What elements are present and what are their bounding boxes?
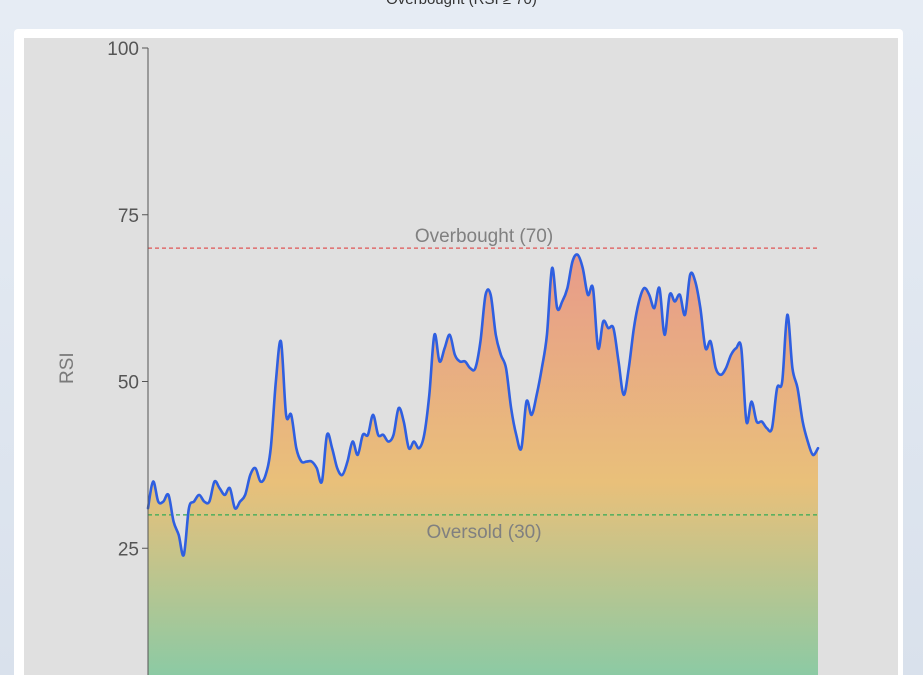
y-tick-label-50: 50 [118, 373, 139, 394]
rsi-line [146, 253, 820, 557]
rsi-area-fill [148, 254, 818, 675]
oversold-label: Oversold (30) [426, 522, 541, 543]
y-tick-label-25: 25 [118, 539, 139, 560]
overbought-label: Overbought (70) [415, 226, 553, 247]
y-axis-label: RSI [57, 352, 78, 384]
y-tick-label-100: 100 [107, 39, 139, 60]
chart-top-caption: Overbought (RSI ≥ 70) [0, 0, 923, 8]
y-tick-label-75: 75 [118, 206, 139, 227]
